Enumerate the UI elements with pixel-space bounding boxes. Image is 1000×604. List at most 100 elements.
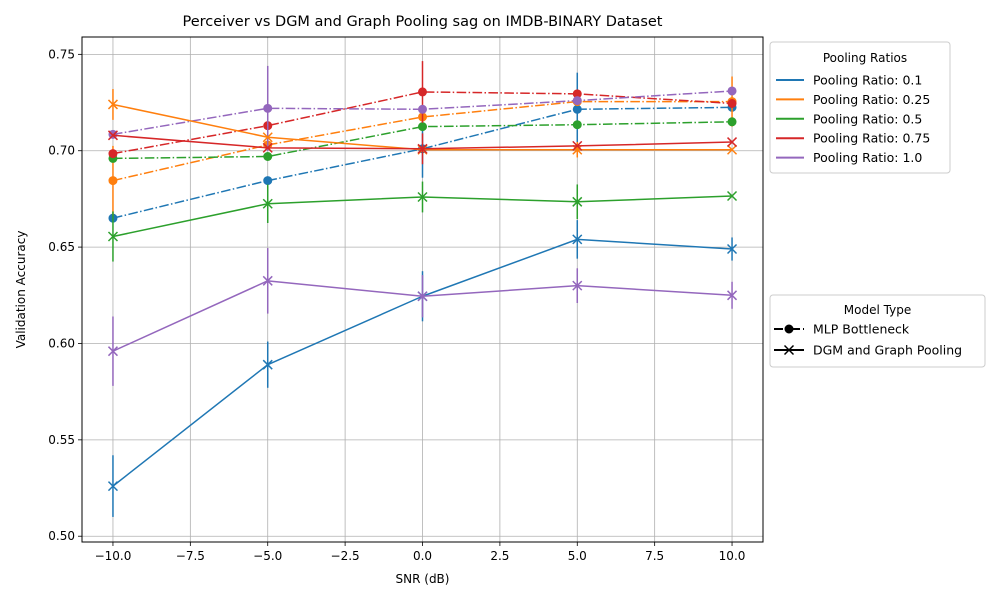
- model-legend-entry: DGM and Graph Pooling: [774, 343, 962, 358]
- data-point: [107, 130, 118, 141]
- data-point: [263, 176, 273, 186]
- y-tick-label: 0.55: [48, 433, 75, 447]
- data-point: [262, 142, 273, 153]
- model-legend-box: [769, 294, 986, 368]
- data-point-stroke: [727, 144, 738, 155]
- data-point: [108, 176, 118, 186]
- pooling-legend-title: Pooling Ratios: [823, 51, 907, 65]
- model-legend-label: DGM and Graph Pooling: [813, 343, 962, 358]
- data-point: [572, 140, 583, 151]
- series-dgm-pooling-1_0: [107, 248, 738, 386]
- data-point-stroke: [262, 132, 273, 143]
- data-point-stroke: [783, 344, 795, 356]
- series-line: [112, 106, 733, 219]
- data-point-stroke: [107, 481, 118, 492]
- data-point: [262, 359, 273, 370]
- data-point-stroke: [262, 275, 273, 286]
- data-point: [572, 144, 583, 155]
- pooling-legend: Pooling Ratios Pooling Ratio: 0.1 Pooling…: [769, 41, 951, 174]
- y-tick-label: 0.65: [48, 240, 75, 254]
- data-point-stroke: [572, 140, 583, 151]
- data-point: [417, 191, 428, 203]
- data-point-stroke: [417, 143, 428, 154]
- y-tick-label: 0.75: [48, 47, 75, 61]
- model-legend: Model Type MLP Bottleneck DGM and Graph P…: [769, 294, 986, 368]
- data-point-stroke: [107, 346, 118, 357]
- series-line: [112, 90, 733, 136]
- data-point: [572, 120, 582, 130]
- x-tick-label: 10.0: [719, 549, 746, 563]
- pooling-legend-box: [769, 41, 951, 174]
- model-legend-title: Model Type: [844, 303, 911, 317]
- data-point: [572, 280, 583, 291]
- data-point: [262, 275, 273, 286]
- data-point: [783, 344, 795, 356]
- x-tick-label: −2.5: [331, 549, 360, 563]
- data-point-stroke: [262, 142, 273, 153]
- data-point: [572, 104, 582, 114]
- y-tick-label: 0.60: [48, 336, 75, 350]
- data-point: [263, 152, 273, 162]
- series-line: [112, 91, 733, 155]
- y-tick-label: 0.50: [48, 529, 75, 543]
- data-point-stroke: [727, 137, 738, 148]
- x-tick-label: 0.0: [413, 549, 432, 563]
- pooling-legend-label: Pooling Ratio: 0.25: [813, 92, 930, 107]
- data-point: [108, 149, 118, 159]
- y-tick-label: 0.70: [48, 144, 75, 158]
- model-legend-entry: MLP Bottleneck: [774, 322, 910, 337]
- data-point-stroke: [107, 231, 118, 242]
- x-tick-label: −7.5: [176, 549, 205, 563]
- data-point-stroke: [727, 290, 738, 301]
- pooling-legend-label: Pooling Ratio: 1.0: [813, 150, 922, 165]
- data-point-stroke: [417, 191, 428, 203]
- x-tick-label: 5.0: [568, 549, 587, 563]
- data-point-stroke: [572, 280, 583, 291]
- x-tick-label: −5.0: [253, 549, 282, 563]
- data-point: [572, 96, 582, 106]
- data-point-stroke: [262, 359, 273, 370]
- data-point: [418, 104, 427, 114]
- series-mlp-pooling-1_0: [108, 65, 737, 151]
- data-point: [727, 137, 738, 148]
- x-axis-label: SNR (dB): [396, 572, 450, 586]
- x-axis: −10.0 −7.5 −5.0 −2.5 0.0 2.5 5.0 7.5 10.0: [95, 542, 746, 563]
- data-point: [727, 86, 737, 96]
- pooling-legend-label: Pooling Ratio: 0.5: [813, 111, 922, 126]
- data-point: [418, 122, 427, 132]
- data-point: [263, 103, 273, 113]
- series-layer: [107, 61, 738, 517]
- data-point-stroke: [572, 234, 583, 245]
- data-point: [727, 243, 738, 255]
- data-point: [107, 231, 118, 242]
- data-point: [417, 143, 428, 154]
- data-point-stroke: [107, 99, 118, 110]
- data-point-stroke: [572, 196, 583, 207]
- data-point: [727, 117, 737, 127]
- x-tick-label: 2.5: [490, 549, 509, 563]
- data-point-stroke: [262, 198, 273, 209]
- data-point-stroke: [727, 190, 738, 202]
- model-legend-label: MLP Bottleneck: [813, 322, 910, 337]
- data-point: [107, 481, 118, 492]
- data-point: [262, 132, 273, 143]
- data-point: [727, 144, 738, 155]
- chart-title: Perceiver vs DGM and Graph Pooling sag o…: [183, 14, 663, 30]
- data-point: [107, 99, 118, 110]
- y-axis: 0.50 0.55 0.60 0.65 0.70 0.75: [48, 47, 82, 543]
- series-dgm-pooling-0_5: [107, 181, 738, 262]
- series-dgm-pooling-0_75: [107, 130, 738, 165]
- series-line: [112, 121, 733, 160]
- pooling-legend-label: Pooling Ratio: 0.1: [813, 73, 922, 88]
- data-point: [572, 234, 583, 245]
- data-point-stroke: [572, 144, 583, 155]
- data-point: [727, 290, 738, 301]
- x-tick-label: −10.0: [95, 549, 132, 563]
- x-tick-label: 7.5: [645, 549, 664, 563]
- data-point-stroke: [417, 291, 428, 302]
- data-point: [418, 87, 427, 97]
- model-legend-items: MLP Bottleneck DGM and Graph Pooling: [774, 322, 962, 358]
- data-point: [107, 346, 118, 357]
- pooling-legend-label: Pooling Ratio: 0.75: [813, 131, 930, 146]
